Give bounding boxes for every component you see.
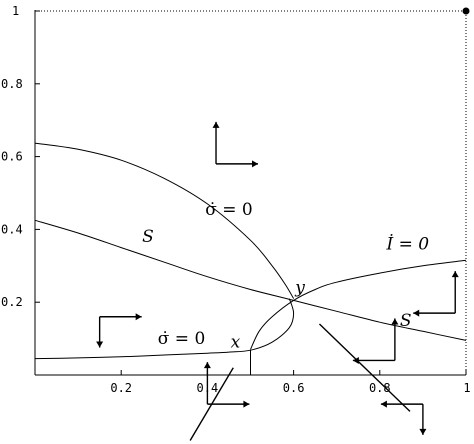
flow-arrow-4 — [203, 362, 250, 408]
x-tick-label-2: 0.6 — [283, 381, 305, 395]
curve-labels-group: σ̇ = 0 S İ = 0 y Sσ̇ = 0 x — [142, 200, 429, 353]
flow-arrow-1 — [96, 313, 142, 348]
flow-arrow-5-horizontal-head — [380, 400, 387, 408]
curve-2 — [250, 259, 467, 350]
pointer-line-1 — [318, 323, 411, 412]
ticks-group: 0.2 0.4 0.6 0.8 10.20.40.60.81 — [1, 4, 471, 395]
flow-arrow-4-vertical-head — [203, 362, 211, 369]
curve-label-3: y — [294, 278, 305, 298]
y-tick-label-0: 0.2 — [1, 295, 23, 309]
y-tick-label-3: 0.8 — [1, 77, 23, 91]
curve-0 — [34, 142, 295, 299]
curves-group — [34, 7, 470, 375]
flow-arrow-3 — [352, 318, 399, 364]
x-tick-label-4: 1 — [463, 381, 470, 395]
flow-arrows-group — [96, 121, 459, 435]
flow-arrow-5-vertical-head — [419, 428, 427, 435]
pointer-lines-group — [189, 323, 411, 441]
flow-arrow-4-horizontal-head — [243, 400, 250, 408]
y-tick-label-4: 1 — [12, 4, 19, 18]
flow-arrow-2-vertical-head — [451, 271, 459, 278]
flow-arrow-2-horizontal-head — [413, 309, 420, 317]
flow-arrow-2 — [413, 271, 459, 317]
y-tick-label-2: 0.6 — [1, 150, 23, 164]
curve-1 — [34, 219, 467, 341]
curve-label-2: İ = 0 — [386, 233, 430, 254]
curve-label-0: σ̇ = 0 — [205, 200, 252, 220]
corner-point — [462, 7, 470, 15]
x-tick-label-3: 0.8 — [369, 381, 391, 395]
flow-arrow-3-vertical-head — [391, 318, 399, 325]
flow-arrow-0-horizontal-head — [252, 160, 259, 168]
flow-arrow-0 — [212, 121, 259, 168]
y-tick-label-1: 0.4 — [1, 222, 23, 236]
x-tick-label-0: 0.2 — [110, 381, 132, 395]
flow-arrow-1-vertical-head — [96, 341, 104, 348]
curve-label-4: S — [400, 311, 412, 331]
curve-label-1: S — [142, 227, 154, 247]
flow-arrow-0-vertical-head — [212, 121, 220, 128]
curve-3 — [34, 298, 295, 360]
flow-arrow-3-horizontal-head — [352, 356, 359, 364]
flow-arrow-1-horizontal-head — [135, 313, 142, 321]
pointer-line-0 — [189, 367, 234, 441]
curve-label-6: x — [231, 333, 241, 353]
curve-label-5: σ̇ = 0 — [158, 329, 205, 349]
